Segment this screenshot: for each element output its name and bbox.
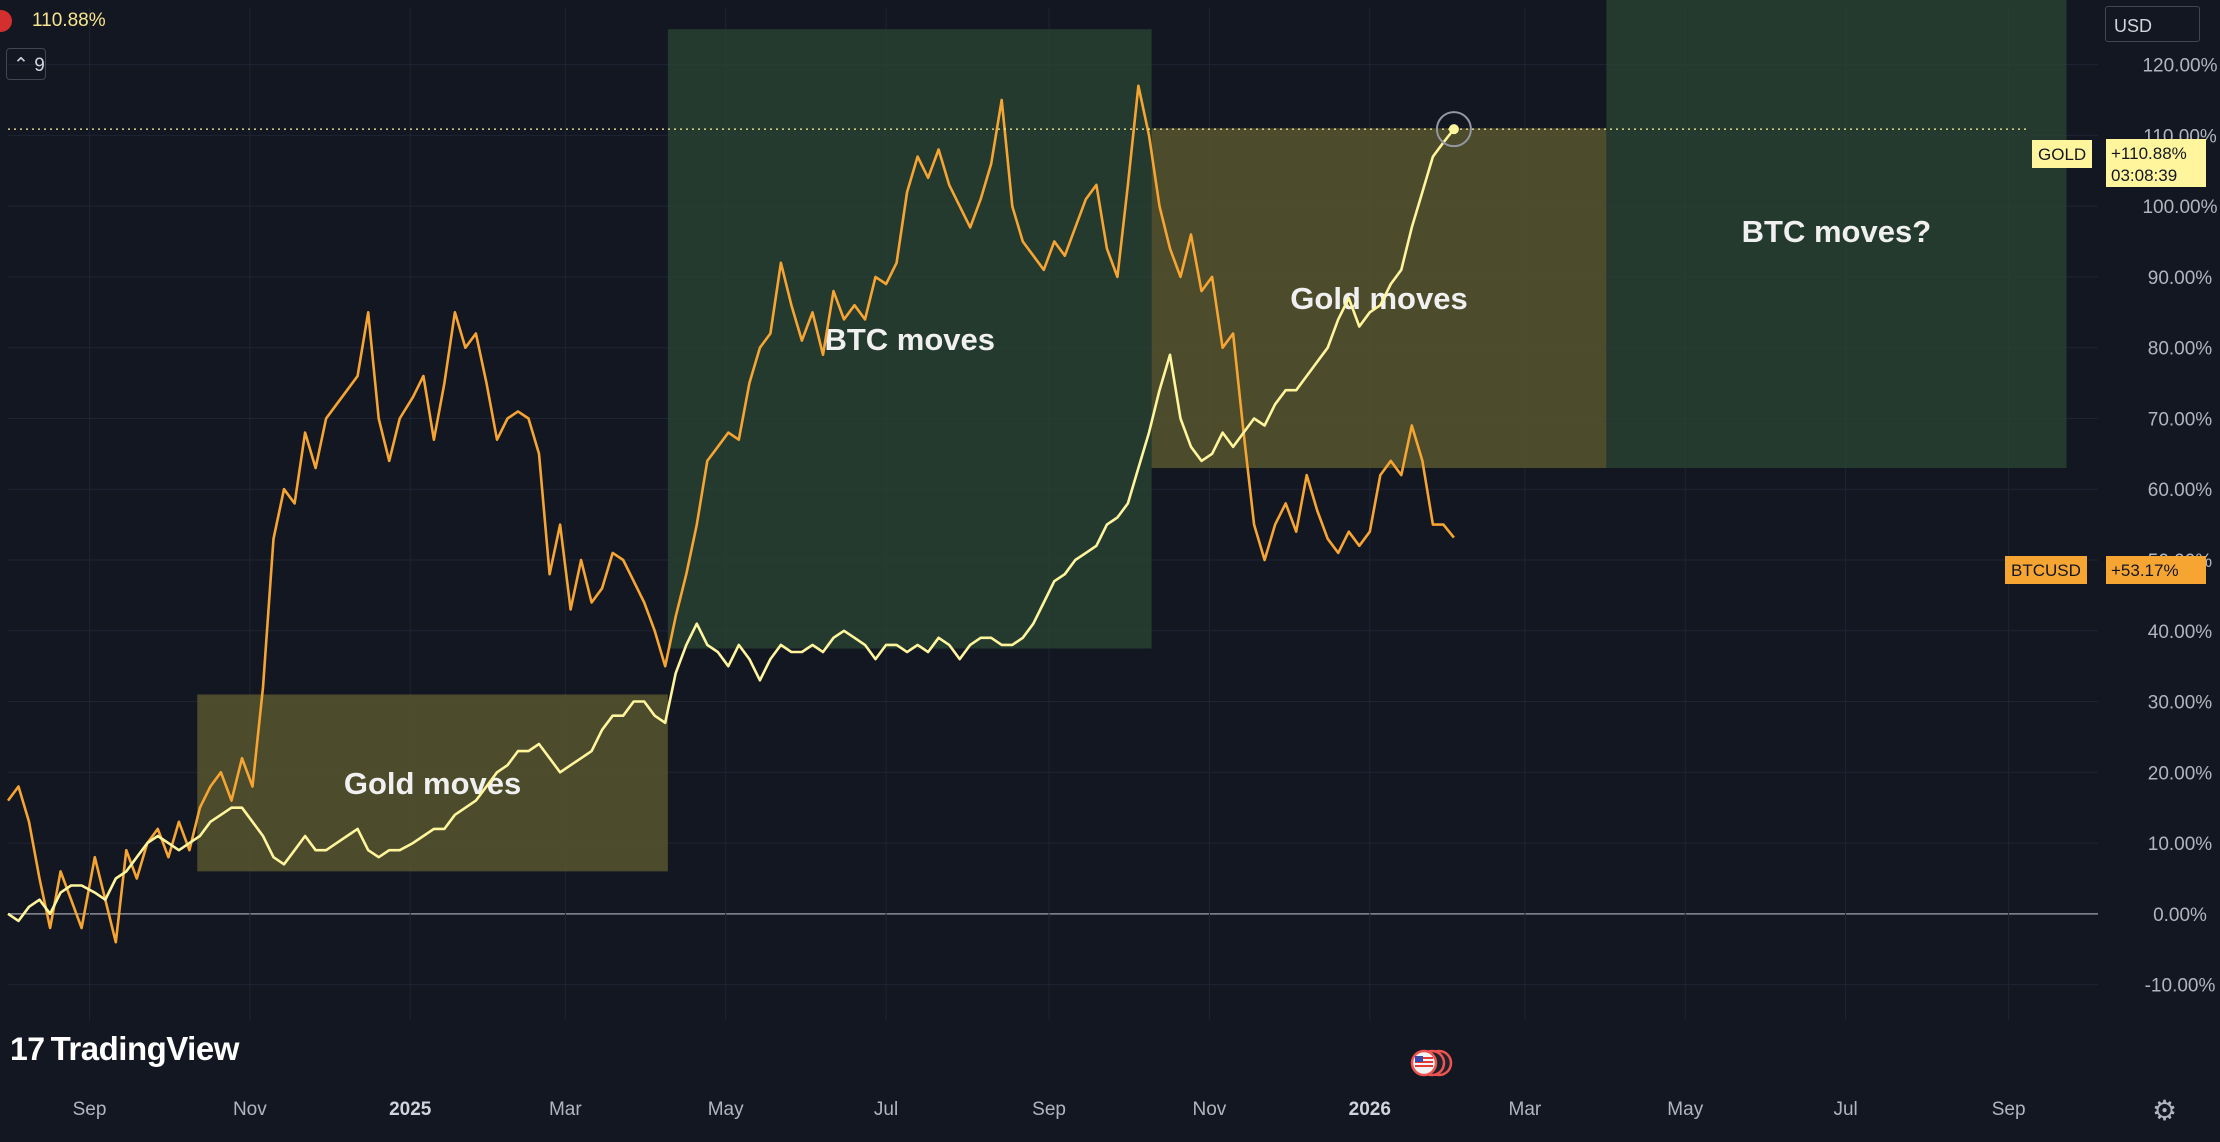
zone-label: Gold moves	[344, 766, 521, 801]
y-tick-label: 80.00%	[2148, 339, 2213, 360]
x-tick-label: May	[1667, 1099, 1703, 1120]
y-tick-label: 100.00%	[2142, 197, 2217, 218]
series-line-gold[interactable]	[7, 128, 1455, 923]
symbol-dot-icon	[0, 10, 12, 32]
y-tick-label: 60.00%	[2148, 480, 2213, 501]
btc-price-value: +53.17%	[2106, 556, 2206, 584]
gold-last-point-ring	[1435, 111, 1472, 148]
gold-symbol-label: GOLD	[2032, 140, 2093, 168]
gold-price-label: +110.88% 03:08:39	[2106, 139, 2206, 187]
y-axis: 120.00%110.00%100.00%90.00%80.00%70.00%6…	[2142, 56, 2217, 997]
x-tick-label: 2025	[389, 1099, 432, 1120]
y-tick-label: 120.00%	[2142, 56, 2217, 77]
x-tick-label: May	[708, 1099, 744, 1120]
economic-events-icon[interactable]	[1405, 1048, 1455, 1083]
zone-box[interactable]	[667, 29, 1152, 649]
collapse-icon: ⌃	[13, 55, 29, 76]
y-tick-label: 70.00%	[2148, 409, 2213, 430]
x-tick-label: 2026	[1349, 1099, 1391, 1120]
x-tick-label: Jul	[874, 1099, 898, 1120]
zone-box[interactable]	[1606, 0, 2067, 468]
y-tick-label: 30.00%	[2148, 693, 2213, 714]
zone-label: BTC moves	[824, 322, 995, 357]
x-tick-label: Nov	[233, 1099, 267, 1120]
y-tick-label: 90.00%	[2148, 268, 2213, 289]
x-tick-label: Sep	[1992, 1099, 2026, 1120]
gold-countdown: 03:08:39	[2111, 166, 2178, 185]
y-tick-label: 40.00%	[2148, 622, 2213, 643]
overlays	[8, 111, 2030, 148]
gold-price-value: +110.88%	[2111, 144, 2187, 163]
currency-selector[interactable]: USD	[2105, 6, 2200, 42]
x-tick-label: Jul	[1833, 1099, 1857, 1120]
x-tick-label: Sep	[73, 1099, 107, 1120]
indicator-count: 9	[34, 55, 45, 76]
zones: Gold moves BTC moves Gold moves BTC moves?	[197, 0, 2067, 872]
zone-label: Gold moves	[1290, 281, 1467, 316]
y-tick-label: 10.00%	[2148, 834, 2213, 855]
tradingview-logo[interactable]: 17 TradingView	[10, 1030, 239, 1068]
y-tick-label: 0.00%	[2153, 905, 2207, 926]
logo-mark-icon: 17	[10, 1031, 45, 1067]
zone-box[interactable]	[1151, 128, 1607, 469]
y-tick-label: 20.00%	[2148, 763, 2213, 784]
series-line-btcusd[interactable]	[6, 84, 1455, 944]
y-tick-label: -10.00%	[2145, 976, 2216, 997]
indicator-toggle[interactable]: ⌃ 9	[6, 48, 46, 80]
x-tick-label: Mar	[1509, 1099, 1542, 1120]
legend-value: 110.88%	[32, 10, 106, 32]
zone-label: BTC moves?	[1742, 214, 1931, 249]
zone-box[interactable]	[197, 694, 668, 872]
top-legend[interactable]: 110.88%	[0, 10, 106, 32]
series-lines	[6, 84, 1455, 944]
settings-gear-icon[interactable]: ⚙	[2152, 1095, 2178, 1126]
x-axis: Sep Nov 2025 Mar May Jul Sep Nov 2026 Mar May Jul Se…	[73, 1099, 2026, 1120]
logo-text: TradingView	[50, 1030, 240, 1067]
btc-symbol-label: BTCUSD	[2005, 556, 2087, 584]
gold-last-point	[1448, 124, 1459, 135]
x-tick-label: Nov	[1193, 1099, 1227, 1120]
x-tick-label: Mar	[549, 1099, 582, 1120]
x-tick-label: Sep	[1032, 1099, 1066, 1120]
